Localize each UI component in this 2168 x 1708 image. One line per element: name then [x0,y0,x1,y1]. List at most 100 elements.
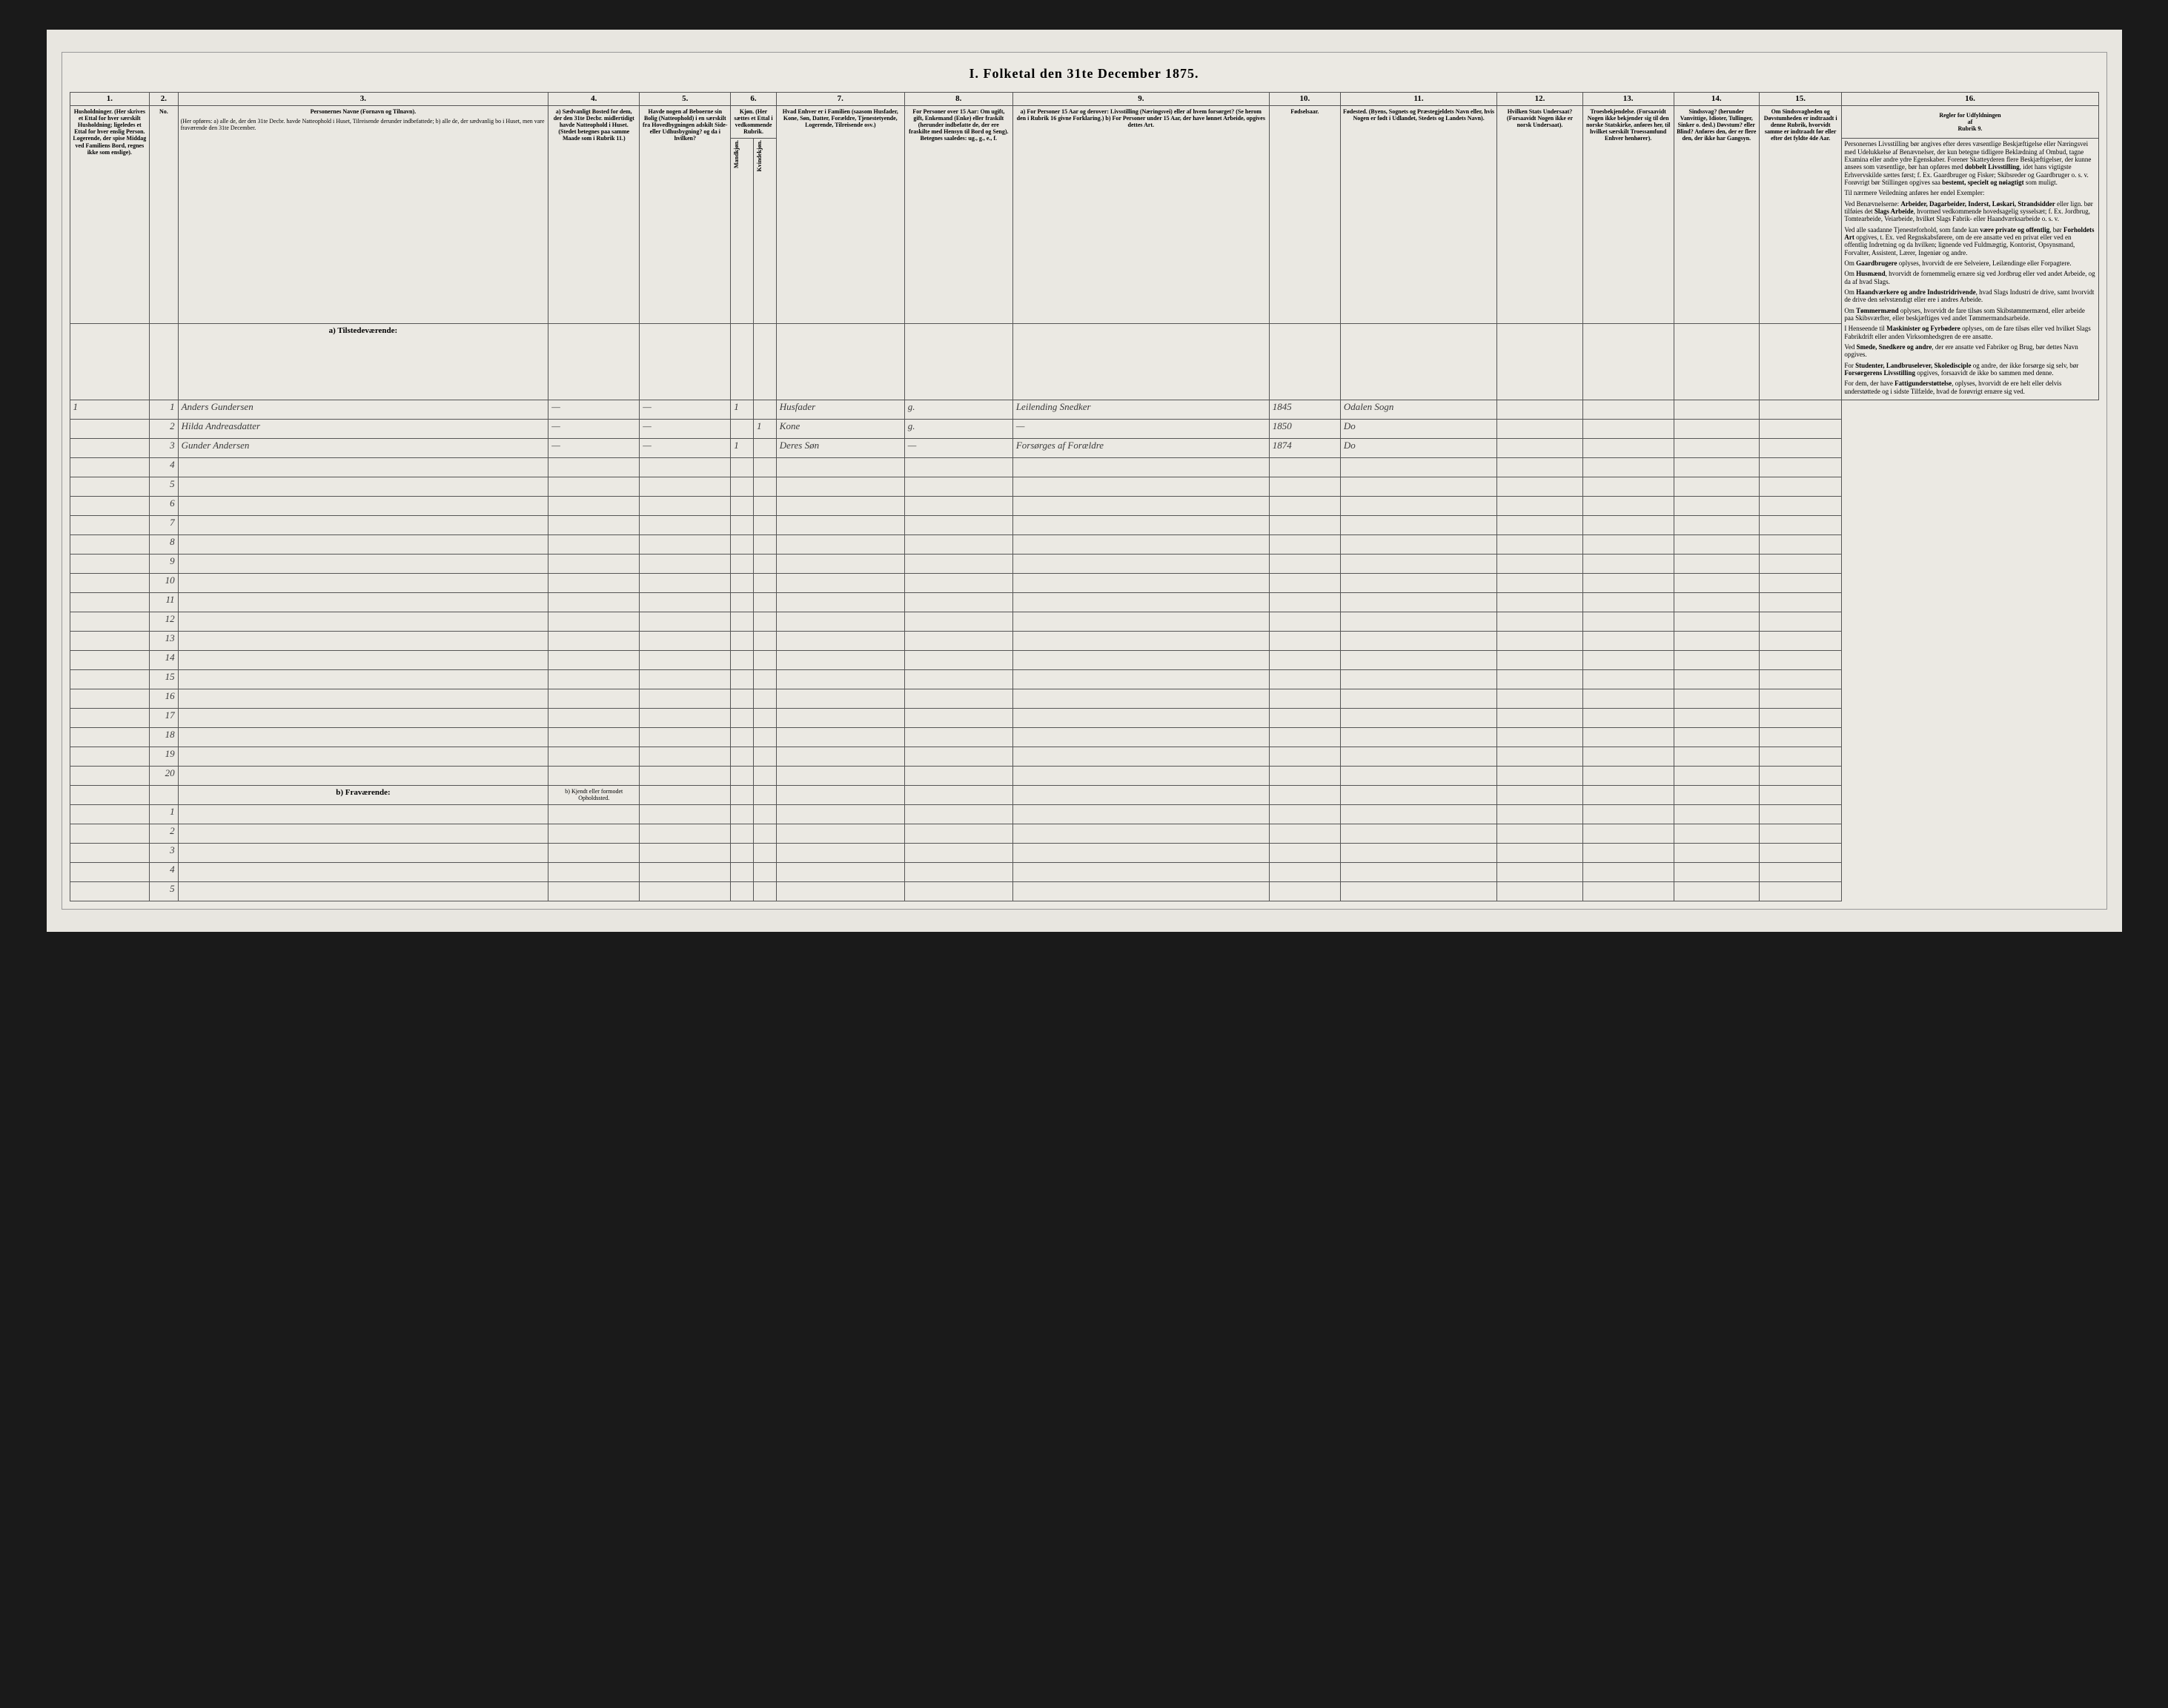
cell [754,862,777,881]
table-row: 1 [70,804,2098,824]
cell: — [640,420,731,439]
cell [754,632,777,651]
table-row: 6 [70,497,2098,516]
cell [1012,862,1269,881]
cell [640,824,731,843]
cell [754,728,777,747]
cell [731,593,754,612]
cell [1674,574,1759,593]
cell [1759,574,1841,593]
cell: 1 [754,420,777,439]
cell [1012,632,1269,651]
cell [1497,420,1582,439]
cell [1340,497,1496,516]
cell [1582,709,1674,728]
cell [640,689,731,709]
cell [640,574,731,593]
cell [731,709,754,728]
table-row: 5 [70,477,2098,497]
cell: Hilda Andreasdatter [178,420,548,439]
scanned-page: I. Folketal den 31te December 1875. 1.2.… [47,30,2122,932]
cell [776,651,904,670]
cell [904,881,1012,901]
cell: 14 [150,651,178,670]
table-row: 3Gunder Andersen——1Deres Søn—Forsørges a… [70,439,2098,458]
cell [904,574,1012,593]
cell [1759,477,1841,497]
cell [754,574,777,593]
cell [1012,535,1269,555]
cell [640,862,731,881]
header-c3: Personernes Navne (Fornavn og Tilnavn). … [178,105,548,323]
cell [70,439,150,458]
cell [904,632,1012,651]
cell [904,804,1012,824]
page-title: I. Folketal den 31te December 1875. [70,60,2099,92]
table-row: 9 [70,555,2098,574]
cell [1759,881,1841,901]
cell: — [640,400,731,420]
cell [548,516,640,535]
cell [1497,632,1582,651]
instruction-paragraph: For dem, der have Fattigunderstøttelse, … [1844,380,2095,395]
cell [640,516,731,535]
cell [1269,670,1340,689]
cell [904,747,1012,767]
cell [178,689,548,709]
instruction-paragraph: For Studenter, Landbruselever, Skoledisc… [1844,362,2095,377]
cell [1340,728,1496,747]
table-row: 12 [70,612,2098,632]
cell [1674,497,1759,516]
cell [1340,632,1496,651]
cell [754,824,777,843]
cell [1759,593,1841,612]
cell [1269,862,1340,881]
cell [1497,881,1582,901]
header-c6a: Mandkjøn. [731,139,754,324]
col-num-14: 14. [1674,93,1759,106]
cell [1759,862,1841,881]
cell [70,420,150,439]
cell [776,497,904,516]
cell [731,651,754,670]
cell [1674,458,1759,477]
cell [1340,516,1496,535]
cell [731,420,754,439]
cell [1674,420,1759,439]
cell [1759,497,1841,516]
header-c14: Sindssvag? (herunder Vanvittige, Idioter… [1674,105,1759,323]
cell [1497,574,1582,593]
cell [731,804,754,824]
cell: 20 [150,767,178,786]
cell [1674,439,1759,458]
cell [754,670,777,689]
col-num-13: 13. [1582,93,1674,106]
cell [1759,632,1841,651]
cell [731,824,754,843]
cell [1582,824,1674,843]
section-b-label: b) Fraværende: [178,786,548,804]
cell [904,555,1012,574]
cell [1759,824,1841,843]
cell [731,747,754,767]
instruction-paragraph: I Henseende til Maskinister og Fyrbødere… [1844,325,2095,340]
table-row: 7 [70,516,2098,535]
table-row: 16 [70,689,2098,709]
cell [1674,804,1759,824]
cell [1497,709,1582,728]
cell [904,612,1012,632]
cell [1582,420,1674,439]
cell [548,555,640,574]
cell [1012,767,1269,786]
instruction-paragraph: Om Husmænd, hvorvidt de fornemmelig ernæ… [1844,270,2095,285]
cell [1269,555,1340,574]
cell [1674,728,1759,747]
cell [1674,862,1759,881]
cell [70,535,150,555]
col-num-12: 12. [1497,93,1582,106]
cell [776,747,904,767]
cell [1340,670,1496,689]
cell: Husfader [776,400,904,420]
instruction-paragraph: Om Tømmermænd oplyses, hvorvidt de fare … [1844,307,2095,322]
cell [1674,516,1759,535]
